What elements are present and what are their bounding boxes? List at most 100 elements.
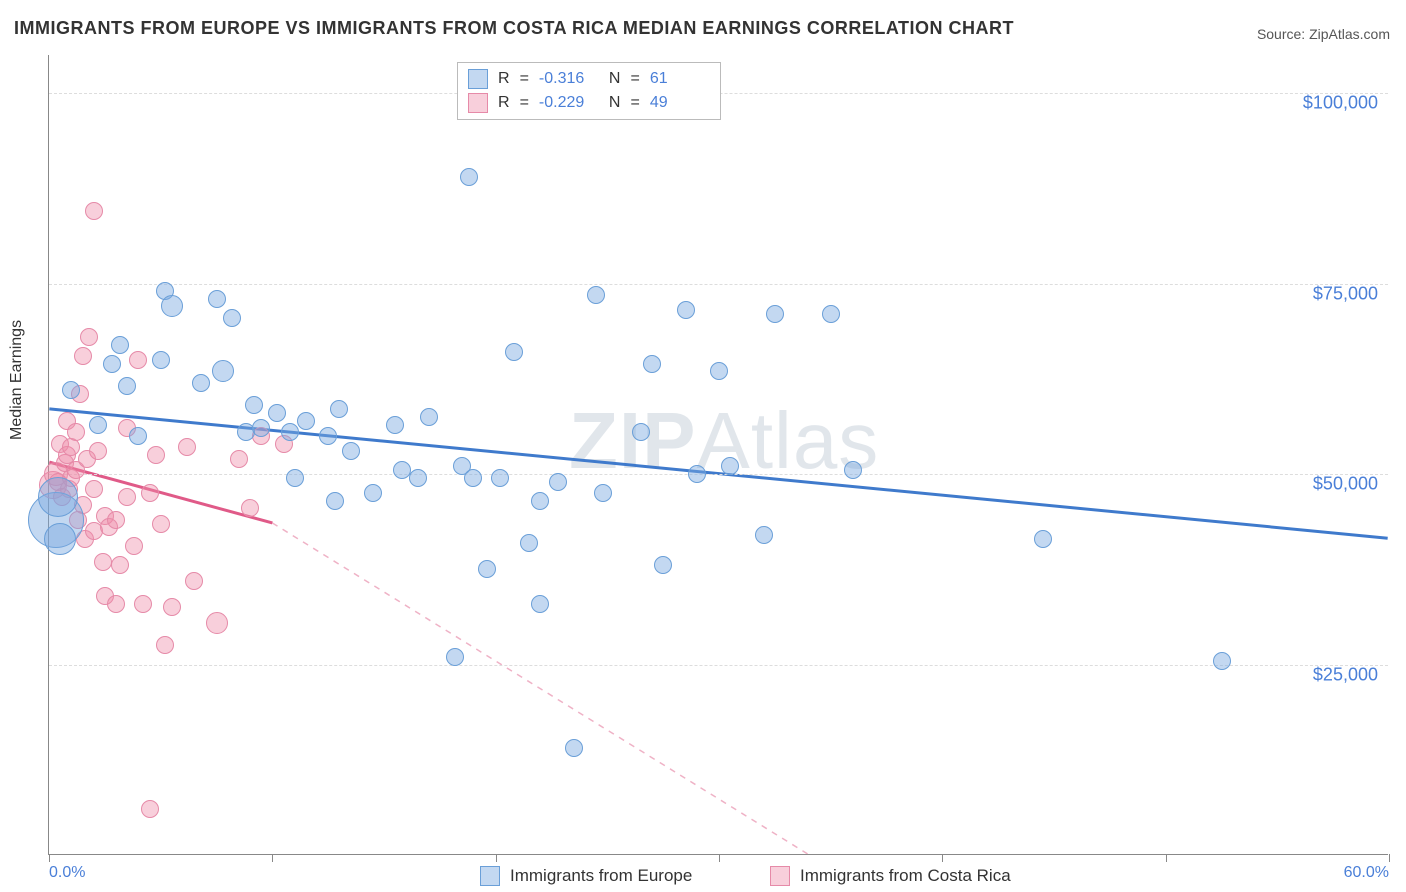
y-tick-label: $100,000 bbox=[1303, 93, 1378, 114]
r-value-costarica: -0.229 bbox=[539, 91, 599, 115]
x-tick-label: 0.0% bbox=[49, 864, 85, 882]
data-point-europe bbox=[62, 381, 80, 399]
n-value-europe: 61 bbox=[650, 67, 710, 91]
data-point-europe bbox=[103, 355, 121, 373]
data-point-costarica bbox=[134, 595, 152, 613]
data-point-europe bbox=[281, 423, 299, 441]
n-label: N bbox=[609, 91, 621, 115]
data-point-europe bbox=[342, 442, 360, 460]
legend-row-costarica: R = -0.229 N = 49 bbox=[468, 91, 710, 115]
chart-title: IMMIGRANTS FROM EUROPE VS IMMIGRANTS FRO… bbox=[14, 18, 1014, 39]
data-point-costarica bbox=[107, 511, 125, 529]
data-point-europe bbox=[245, 396, 263, 414]
data-point-costarica bbox=[85, 202, 103, 220]
data-point-costarica bbox=[80, 328, 98, 346]
gridline bbox=[49, 474, 1388, 475]
series-label-europe: Immigrants from Europe bbox=[510, 866, 692, 886]
eq: = bbox=[630, 91, 639, 115]
gridline bbox=[49, 284, 1388, 285]
r-label: R bbox=[498, 67, 510, 91]
data-point-europe bbox=[460, 168, 478, 186]
data-point-europe bbox=[643, 355, 661, 373]
swatch-costarica bbox=[468, 93, 488, 113]
data-point-europe bbox=[549, 473, 567, 491]
data-point-europe bbox=[766, 305, 784, 323]
data-point-costarica bbox=[129, 351, 147, 369]
data-point-europe bbox=[297, 412, 315, 430]
x-tick bbox=[942, 854, 943, 862]
data-point-europe bbox=[118, 377, 136, 395]
data-point-europe bbox=[587, 286, 605, 304]
x-tick bbox=[49, 854, 50, 862]
data-point-costarica bbox=[111, 556, 129, 574]
data-point-europe bbox=[822, 305, 840, 323]
data-point-europe bbox=[594, 484, 612, 502]
x-tick-label: 60.0% bbox=[1344, 864, 1389, 882]
n-value-costarica: 49 bbox=[650, 91, 710, 115]
data-point-europe bbox=[208, 290, 226, 308]
data-point-europe bbox=[223, 309, 241, 327]
data-point-europe bbox=[464, 469, 482, 487]
data-point-costarica bbox=[178, 438, 196, 456]
x-tick bbox=[272, 854, 273, 862]
n-label: N bbox=[609, 67, 621, 91]
series-legend-costarica: Immigrants from Costa Rica bbox=[770, 866, 1011, 886]
data-point-costarica bbox=[141, 484, 159, 502]
data-point-europe bbox=[268, 404, 286, 422]
data-point-europe bbox=[152, 351, 170, 369]
data-point-europe bbox=[446, 648, 464, 666]
data-point-costarica bbox=[152, 515, 170, 533]
source-prefix: Source: bbox=[1257, 26, 1309, 42]
data-point-europe bbox=[755, 526, 773, 544]
data-point-costarica bbox=[147, 446, 165, 464]
data-point-europe bbox=[89, 416, 107, 434]
data-point-costarica bbox=[62, 438, 80, 456]
series-legend-europe: Immigrants from Europe bbox=[480, 866, 692, 886]
data-point-europe bbox=[330, 400, 348, 418]
data-point-costarica bbox=[141, 800, 159, 818]
data-point-costarica bbox=[67, 423, 85, 441]
data-point-costarica bbox=[163, 598, 181, 616]
eq: = bbox=[520, 91, 529, 115]
data-point-europe bbox=[192, 374, 210, 392]
data-point-europe bbox=[654, 556, 672, 574]
data-point-europe bbox=[688, 465, 706, 483]
data-point-europe bbox=[565, 739, 583, 757]
data-point-europe bbox=[531, 595, 549, 613]
swatch-europe bbox=[480, 866, 500, 886]
data-point-europe bbox=[44, 523, 76, 555]
data-point-europe bbox=[409, 469, 427, 487]
source-link[interactable]: ZipAtlas.com bbox=[1309, 26, 1390, 42]
r-label: R bbox=[498, 91, 510, 115]
x-tick bbox=[1389, 854, 1390, 862]
correlation-legend: R = -0.316 N = 61 R = -0.229 N = 49 bbox=[457, 62, 721, 120]
eq: = bbox=[630, 67, 639, 91]
series-label-costarica: Immigrants from Costa Rica bbox=[800, 866, 1011, 886]
data-point-europe bbox=[478, 560, 496, 578]
data-point-costarica bbox=[118, 488, 136, 506]
data-point-costarica bbox=[74, 347, 92, 365]
data-point-costarica bbox=[156, 636, 174, 654]
data-point-europe bbox=[1034, 530, 1052, 548]
data-point-costarica bbox=[94, 553, 112, 571]
data-point-costarica bbox=[230, 450, 248, 468]
x-tick bbox=[1166, 854, 1167, 862]
gridline bbox=[49, 665, 1388, 666]
plot-area: ZIPAtlas $25,000$50,000$75,000$100,0000.… bbox=[48, 55, 1388, 855]
data-point-europe bbox=[531, 492, 549, 510]
x-tick bbox=[496, 854, 497, 862]
y-tick-label: $50,000 bbox=[1313, 474, 1378, 495]
data-point-europe bbox=[364, 484, 382, 502]
data-point-europe bbox=[386, 416, 404, 434]
legend-row-europe: R = -0.316 N = 61 bbox=[468, 67, 710, 91]
data-point-europe bbox=[38, 477, 78, 517]
data-point-europe bbox=[286, 469, 304, 487]
regression-lines bbox=[49, 55, 1388, 854]
data-point-costarica bbox=[85, 480, 103, 498]
source-attribution: Source: ZipAtlas.com bbox=[1257, 26, 1390, 42]
data-point-europe bbox=[1213, 652, 1231, 670]
data-point-europe bbox=[212, 360, 234, 382]
y-axis-label: Median Earnings bbox=[8, 320, 26, 440]
data-point-costarica bbox=[89, 442, 107, 460]
data-point-europe bbox=[420, 408, 438, 426]
